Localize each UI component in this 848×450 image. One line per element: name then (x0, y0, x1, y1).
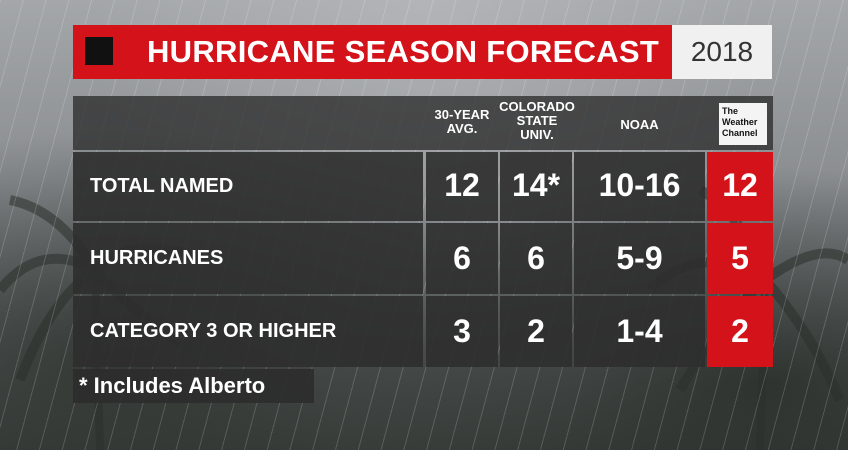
weather-channel-logo-text: The Weather Channel (722, 106, 758, 138)
value-colorado-state: 2 (527, 313, 545, 349)
weather-channel-logo-icon (719, 103, 767, 145)
table-cell (500, 296, 572, 367)
value-30-year-avg: 3 (453, 313, 471, 349)
table-cell (500, 152, 572, 221)
table-cell (500, 223, 572, 294)
value-colorado-state: 14* (511, 167, 561, 203)
row-label: HURRICANES (90, 247, 224, 269)
value-30-year-avg: 6 (453, 240, 471, 276)
value-weather-channel: 5 (731, 240, 749, 276)
footnote-box (73, 369, 314, 403)
table-header-row (73, 96, 773, 150)
highlight-cell (707, 223, 773, 294)
table-cell (426, 152, 498, 221)
value-weather-channel: 2 (731, 313, 749, 349)
footnote: * Includes Alberto (79, 373, 266, 398)
value-30-year-avg: 12 (444, 167, 480, 203)
value-noaa: 10-16 (598, 167, 681, 203)
year-box (672, 25, 772, 79)
value-noaa: 5-9 (616, 240, 663, 276)
header-bar (127, 25, 672, 79)
column-header-noaa: NOAA (620, 117, 659, 132)
value-colorado-state: 6 (527, 240, 545, 276)
row-label-cell (73, 223, 423, 294)
table-cell (574, 296, 705, 367)
value-noaa: 1-4 (616, 313, 663, 349)
page-title: HURRICANE SEASON FORECAST (147, 34, 660, 69)
highlight-cell (707, 152, 773, 221)
value-weather-channel: 12 (722, 167, 758, 203)
row-label-cell (73, 152, 423, 221)
row-label: TOTAL NAMED (90, 175, 234, 197)
table-cell (574, 223, 705, 294)
row-label-cell (73, 296, 423, 367)
year-label: 2018 (690, 36, 754, 67)
black-square-icon (85, 37, 113, 65)
row-label: CATEGORY 3 OR HIGHER (90, 320, 337, 342)
table-cell (426, 296, 498, 367)
column-header-30-year-avg: 30-YEAR AVG. (434, 107, 490, 136)
column-header-colorado-state: COLORADO STATE UNIV. (499, 99, 575, 142)
table-cell (426, 223, 498, 294)
highlight-cell (707, 296, 773, 367)
table-cell (574, 152, 705, 221)
